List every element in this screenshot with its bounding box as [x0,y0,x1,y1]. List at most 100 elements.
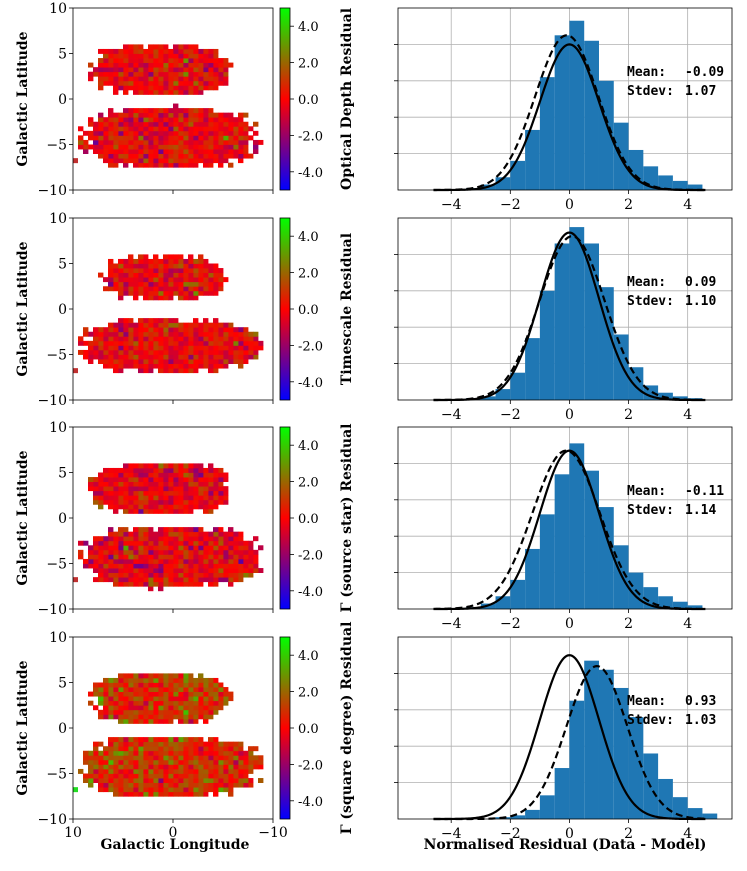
map-pixel [103,117,109,123]
map-pixel [153,258,159,264]
map-pixel [223,759,229,765]
map-pixel [173,327,179,333]
map-pixel [203,272,209,278]
map-pixel [173,144,179,150]
map-pixel [168,368,174,374]
map-pixel [153,737,159,743]
residual-pixels [73,44,264,168]
map-pixel [248,759,254,765]
x-tick-label: 0 [565,197,574,213]
map-pixel [158,53,164,59]
map-pixel [218,531,224,537]
map-pixel [258,345,264,351]
colorbar-tick-label: 0.0 [298,303,319,318]
map-pixel [203,531,209,537]
map-pixel [128,158,134,164]
map-pixel [223,787,229,793]
map-pixel [158,499,164,505]
map-pixel [128,135,134,141]
map-pixel [168,787,174,793]
map-pixel [108,687,114,692]
y-tick-label: −10 [37,393,67,409]
map-pixel [223,768,229,774]
map-pixel [168,709,174,715]
map-pixel [173,286,179,292]
map-pixel [143,508,149,514]
map-pixel [118,149,124,154]
map-pixel [188,495,194,501]
map-pixel [218,782,224,788]
map-pixel [193,368,199,374]
map-pixel [148,568,154,573]
map-pixel [163,746,169,752]
map-pixel [168,714,174,720]
map-pixel [228,568,234,573]
map-pixel [108,568,114,573]
map-pixel [168,531,174,537]
map-pixel [153,467,159,473]
map-pixel [193,48,199,54]
map-pixel [133,85,139,91]
map-pixel [238,545,244,551]
map-pixel [183,345,189,351]
map-pixel [113,76,119,82]
map-pixel [138,691,144,697]
map-pixel [178,782,184,788]
map-pixel [168,162,174,168]
map-pixel [148,504,154,510]
map-pixel [128,71,134,77]
map-pixel [213,53,219,59]
map-pixel [203,85,209,91]
map-pixel [103,782,109,788]
map-pixel [203,80,209,86]
map-pixel [218,549,224,555]
map-pixel [228,577,234,583]
map-pixel [158,486,164,492]
map-pixel [178,89,184,95]
map-pixel [178,737,184,743]
map-pixel [178,158,184,164]
map-pixel [193,746,199,752]
map-pixel [138,149,144,154]
map-pixel [133,53,139,59]
map-pixel [188,741,194,747]
map-pixel [133,755,139,761]
map-pixel [113,490,119,496]
map-pixel [193,126,199,132]
map-pixel [88,782,94,788]
map-pixel [208,696,214,702]
map-pixel [198,782,204,788]
map-pixel [143,746,149,752]
map-pixel [188,53,194,59]
stdev-value: 1.07 [685,84,716,99]
map-pixel [113,477,119,482]
map-pixel [108,258,114,264]
map-pixel [168,558,174,564]
map-pixel [118,768,124,774]
map-pixel [213,504,219,510]
map-pixel [148,67,154,73]
map-pixel [158,737,164,743]
map-pixel [193,268,199,273]
map-pixel [78,349,84,355]
map-pixel [178,481,184,487]
map-pixel [218,490,224,496]
map-pixel [178,558,184,564]
map-pixel [113,737,119,743]
map-pixel [118,135,124,141]
map-pixel [168,705,174,711]
map-pixel [188,290,194,296]
map-pixel [133,268,139,273]
map-pixel [133,144,139,150]
map-pixel [108,782,114,788]
map-pixel [193,463,199,469]
map-pixel [113,504,119,510]
map-pixel [78,340,84,346]
map-pixel [158,778,164,783]
histogram-bar [569,20,585,190]
map-pixel [118,490,124,496]
map-pixel [178,263,184,269]
map-pixel [103,126,109,132]
map-pixel [183,687,189,692]
map-pixel [148,58,154,63]
